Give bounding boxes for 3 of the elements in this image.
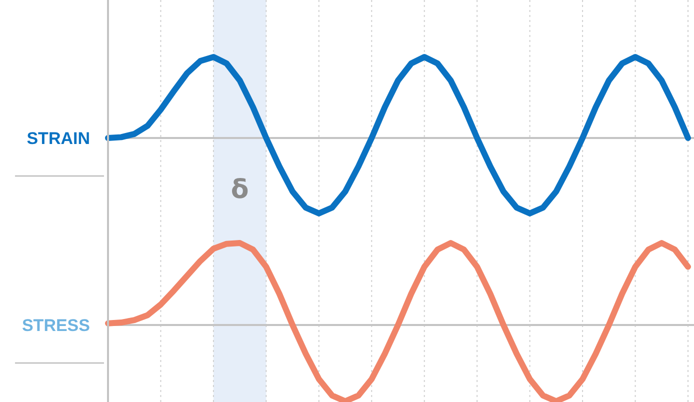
annotation: δ: [230, 175, 249, 205]
y-axis-title: STRESS: [22, 316, 90, 335]
y-axis-title: STRAIN: [26, 129, 90, 148]
